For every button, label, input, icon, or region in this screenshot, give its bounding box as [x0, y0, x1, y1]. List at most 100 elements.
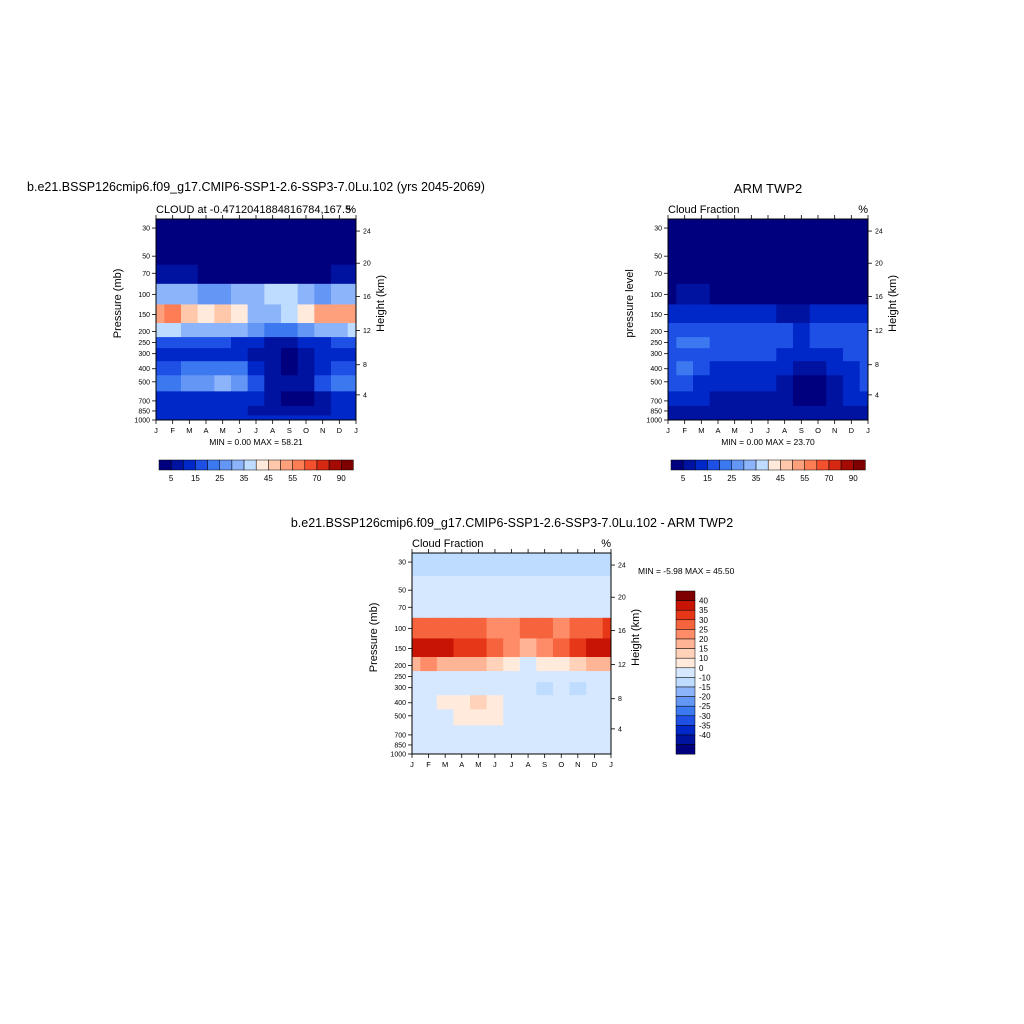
model-cell: [181, 348, 199, 362]
diff-cell: [536, 638, 554, 658]
obs-x-tick-label: J: [766, 426, 770, 435]
diff-y-axis-label: Pressure (mb): [368, 603, 380, 673]
model-cell: [164, 348, 182, 362]
model-cell: [197, 348, 215, 362]
diff-colorbar-label: 25: [699, 625, 708, 634]
obs-cell: [793, 242, 811, 266]
obs-cell: [859, 337, 869, 349]
obs-cell: [826, 391, 844, 407]
obs-cell: [859, 415, 869, 421]
diff-heatmap-cells: [412, 553, 612, 755]
obs-x-tick-label: J: [866, 426, 870, 435]
diff-cell: [412, 739, 421, 750]
model-cell: [231, 415, 249, 421]
diff-x-tick-label: M: [442, 760, 448, 769]
diff-cell: [503, 709, 521, 726]
obs-x-tick-label: M: [732, 426, 738, 435]
obs-cell: [843, 361, 861, 376]
obs-cell: [843, 264, 861, 285]
model-cell: [297, 348, 315, 362]
obs-cell: [726, 405, 744, 416]
model-cell: [264, 405, 282, 416]
diff-y2-tick-label: 16: [618, 628, 626, 635]
obs-cell: [776, 219, 794, 243]
diff-x-tick-label: O: [558, 760, 564, 769]
obs-cell: [743, 283, 761, 305]
obs-cell: [759, 361, 777, 376]
diff-cell: [536, 553, 554, 577]
model-cell: [181, 242, 199, 266]
diff-cell: [536, 671, 554, 683]
model-cell: [156, 361, 165, 376]
obs-cell: [759, 391, 777, 407]
diff-y-tick-label: 70: [398, 605, 406, 612]
obs-y-tick-label: 70: [654, 271, 662, 278]
model-x-tick-label: A: [270, 426, 275, 435]
diff-cell: [412, 638, 421, 658]
diff-y2-tick-label: 12: [618, 662, 626, 669]
model-cell: [347, 375, 357, 392]
obs-cell: [676, 391, 694, 407]
model-cell: [214, 219, 232, 243]
model-cell: [156, 219, 165, 243]
obs-y2-tick-label: 12: [875, 328, 883, 335]
model-cell: [247, 405, 265, 416]
diff-cell: [586, 682, 604, 696]
obs-cell: [826, 242, 844, 266]
obs-cell: [843, 304, 861, 324]
obs-cell: [859, 323, 869, 338]
obs-cell: [726, 219, 744, 243]
diff-cell: [470, 725, 488, 741]
diff-colorbar-label: -25: [699, 702, 711, 711]
model-cell: [231, 375, 249, 392]
model-cell: [314, 405, 332, 416]
obs-cell: [859, 283, 869, 305]
model-cell: [281, 242, 299, 266]
obs-cell: [793, 361, 811, 376]
diff-panel: J F M A M J J A S O N D J305070100150200250300400500…: [291, 516, 735, 769]
obs-cell: [809, 391, 827, 407]
obs-cell: [793, 348, 811, 362]
diff-cell: [569, 576, 587, 600]
model-y-tick-label: 50: [142, 254, 150, 261]
model-cell: [281, 264, 299, 285]
diff-x-tick-label: D: [592, 760, 598, 769]
obs-cell: [743, 304, 761, 324]
obs-cell: [693, 415, 711, 421]
diff-left-label: Cloud Fraction: [412, 538, 484, 550]
diff-cell: [569, 598, 587, 619]
model-colorbar-swatch: [158, 459, 172, 471]
diff-y-tick-label: 200: [394, 663, 406, 670]
obs-x-tick-label: O: [815, 426, 821, 435]
diff-colorbar-swatch: [675, 715, 696, 726]
obs-colorbar-swatch: [767, 459, 781, 471]
obs-cell: [676, 323, 694, 338]
model-cell: [197, 304, 215, 324]
model-cell: [264, 323, 282, 338]
model-cell: [231, 337, 249, 349]
obs-colorbar-swatch: [816, 459, 830, 471]
model-cell: [156, 304, 165, 324]
diff-cell: [420, 709, 438, 726]
obs-cell: [793, 219, 811, 243]
diff-cell: [453, 671, 471, 683]
diff-cell: [420, 682, 438, 696]
obs-cell: [759, 323, 777, 338]
obs-cell: [743, 323, 761, 338]
model-cell: [197, 323, 215, 338]
model-cell: [264, 337, 282, 349]
diff-cell: [519, 695, 537, 710]
diff-x-tick-label: F: [426, 760, 431, 769]
model-x-tick-label: M: [220, 426, 226, 435]
model-cell: [247, 391, 265, 407]
model-cell: [247, 242, 265, 266]
diff-cell: [436, 617, 454, 639]
model-colorbar-label: 35: [240, 474, 249, 483]
model-cell: [331, 348, 349, 362]
model-cell: [247, 304, 265, 324]
model-cell: [281, 415, 299, 421]
model-cell: [181, 391, 199, 407]
model-cell: [247, 283, 265, 305]
obs-cell: [826, 415, 844, 421]
obs-cell: [809, 304, 827, 324]
